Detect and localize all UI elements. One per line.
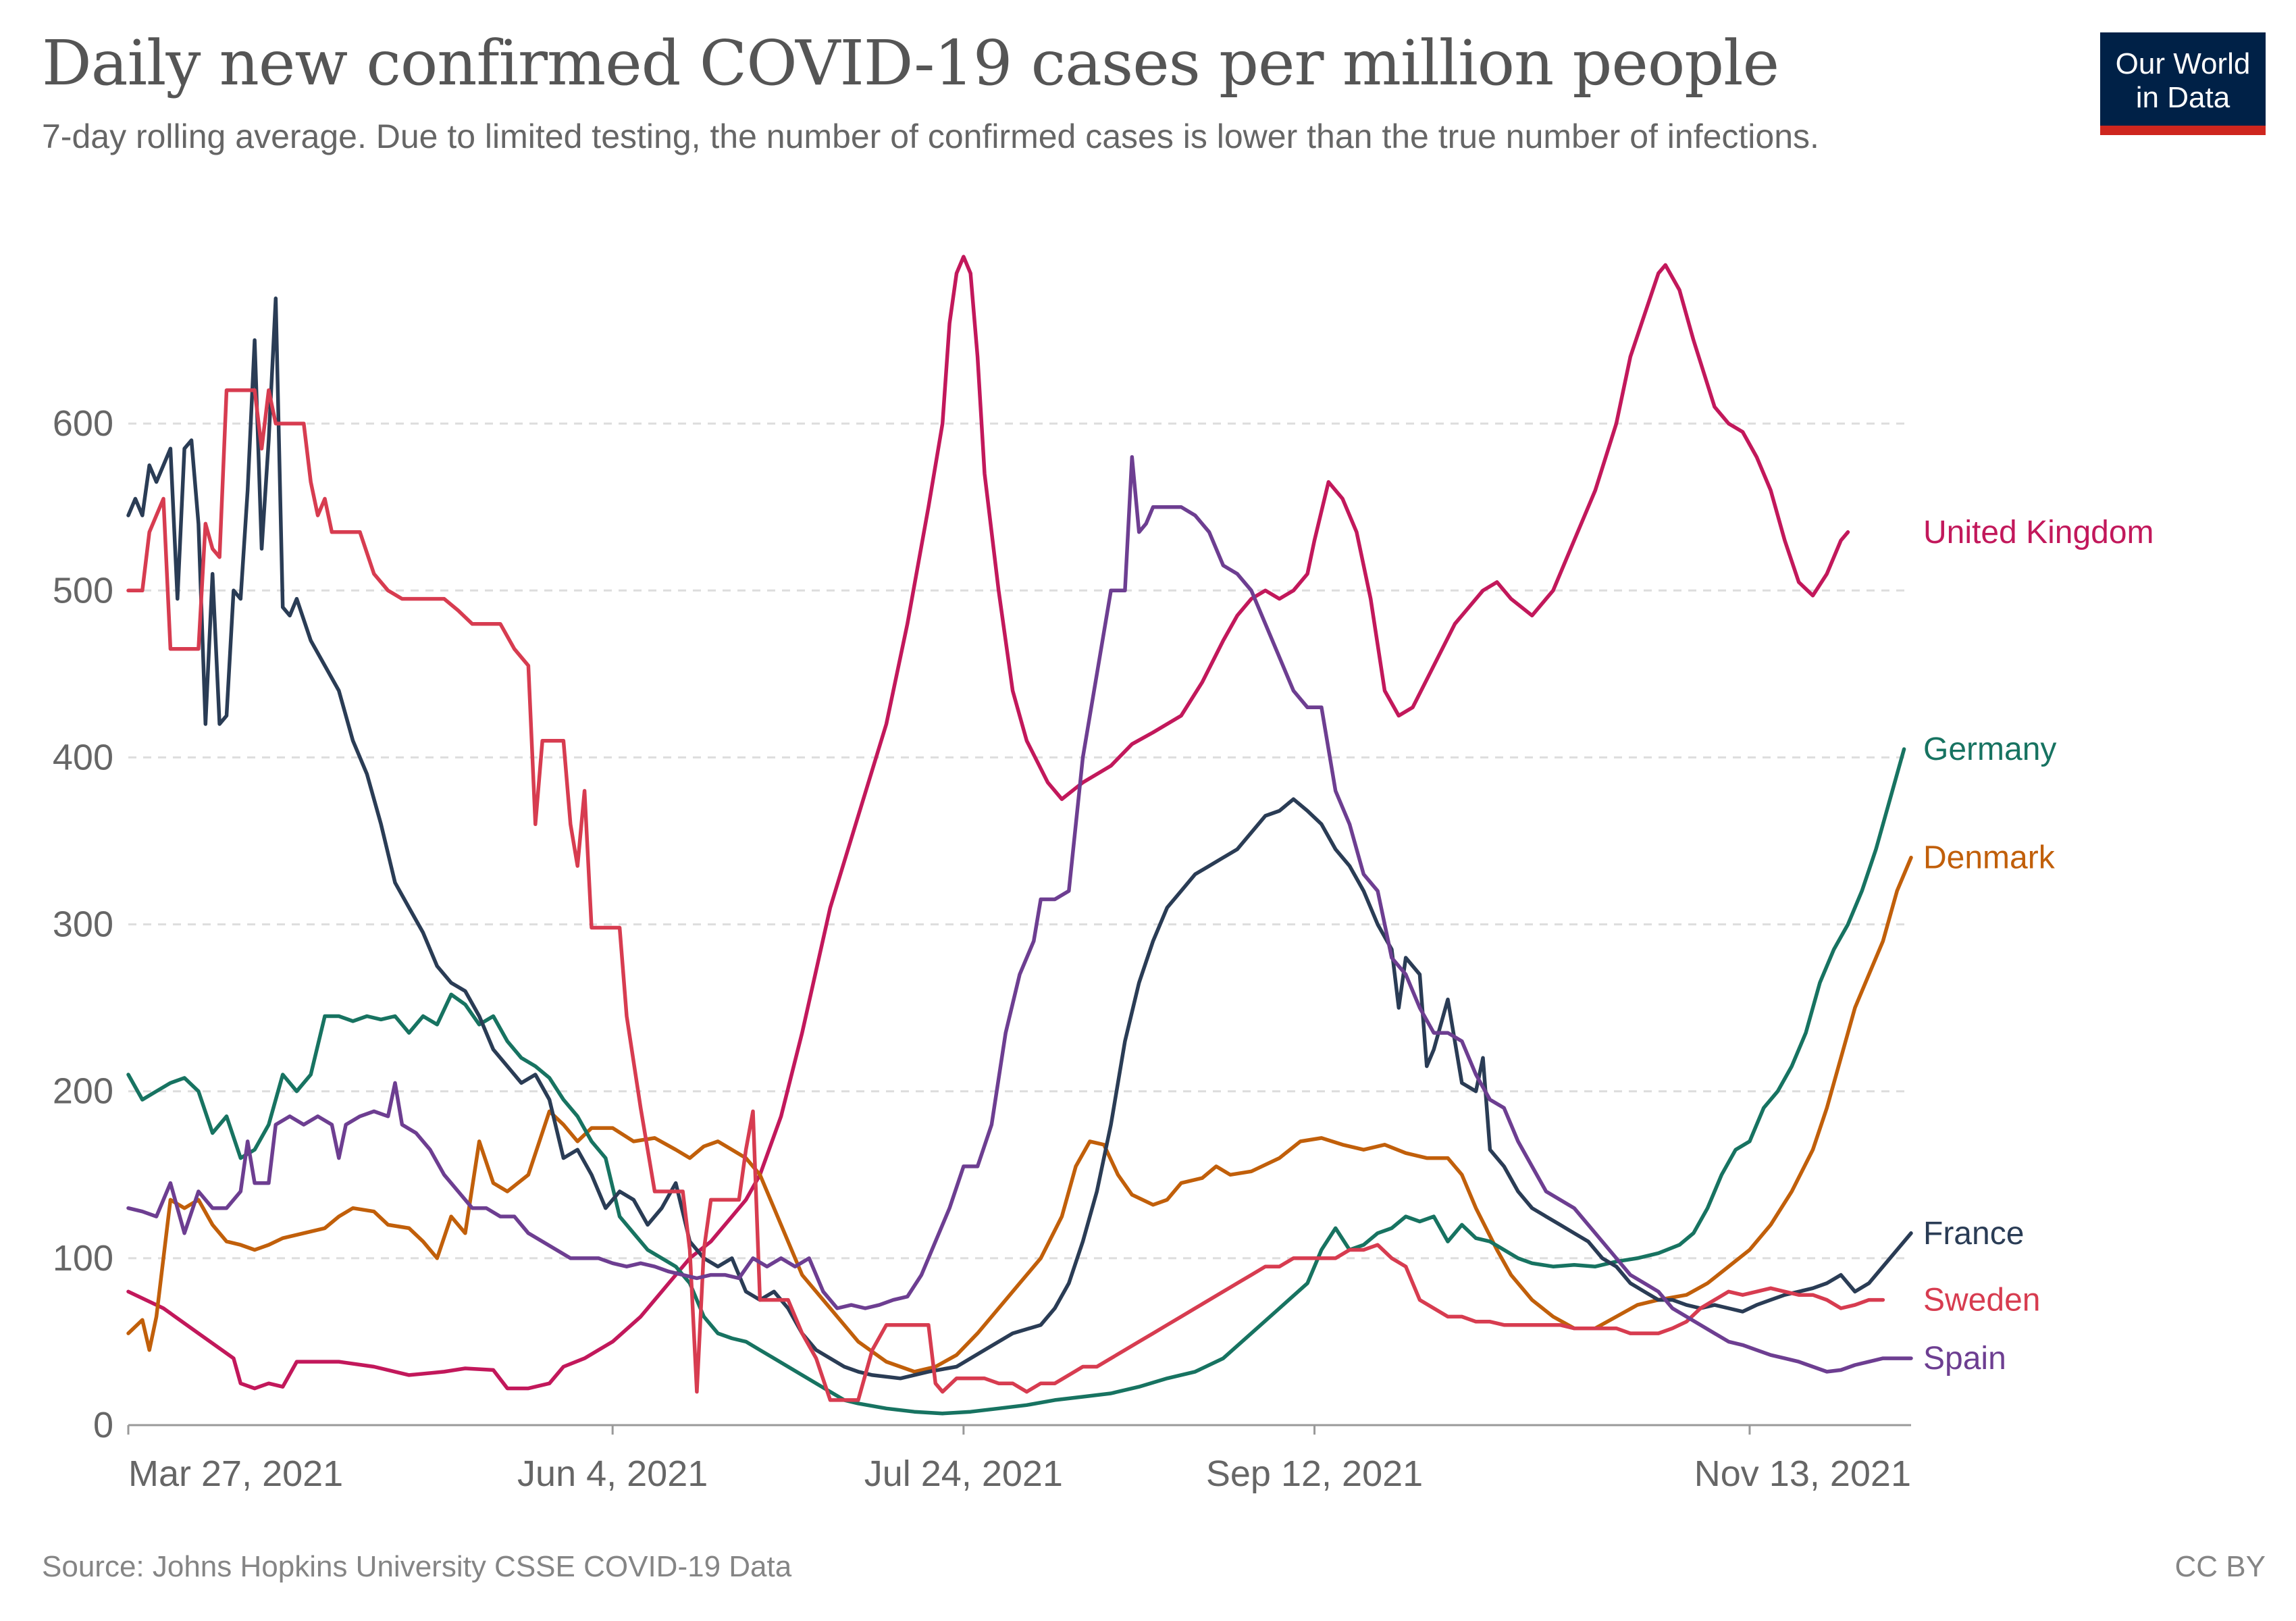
series-line-denmark[interactable]	[126, 855, 1913, 1374]
legend-label-spain[interactable]: Spain	[1923, 1341, 2006, 1376]
y-tick-label: 100	[53, 1238, 113, 1279]
legend-label-germany[interactable]: Germany	[1923, 731, 2056, 767]
series-line-sweden[interactable]	[126, 388, 1885, 1402]
y-tick-label: 200	[53, 1071, 113, 1112]
x-tick-label: Jun 4, 2021	[517, 1453, 708, 1494]
chart-title: Daily new confirmed COVID-19 cases per m…	[42, 27, 1779, 99]
gridlines	[128, 422, 1911, 1260]
series-line-spain[interactable]	[126, 455, 1913, 1374]
source-note[interactable]: Source: Johns Hopkins University CSSE CO…	[42, 1550, 792, 1583]
y-tick-label: 500	[53, 570, 113, 611]
x-axis: Mar 27, 2021 Jun 4, 2021 Jul 24, 2021 Sep 1…	[127, 1424, 1911, 1494]
license-link[interactable]: CC BY	[2174, 1550, 2266, 1583]
legend: United Kingdom Germany Denmark France Sweden…	[1923, 515, 2154, 1376]
chart-subtitle: 7-day rolling average. Due to limited te…	[42, 118, 1819, 155]
series-line-united-kingdom[interactable]	[126, 255, 1850, 1391]
x-tick-label: Jul 24, 2021	[864, 1453, 1063, 1494]
x-tick-label: Nov 13, 2021	[1694, 1453, 1911, 1494]
y-axis-ticks: 0 100 200 300 400 500 600	[53, 403, 113, 1445]
legend-label-denmark[interactable]: Denmark	[1923, 840, 2056, 876]
legend-label-france[interactable]: France	[1923, 1216, 2024, 1252]
legend-label-united-kingdom[interactable]: United Kingdom	[1923, 515, 2154, 550]
owid-logo[interactable]: Our World in Data	[2100, 32, 2266, 135]
y-tick-label: 400	[53, 737, 113, 777]
series-line-germany[interactable]	[126, 747, 1906, 1416]
series-lines	[126, 255, 1913, 1416]
series-line-france[interactable]	[126, 297, 1913, 1381]
logo-line-1: Our World	[2115, 47, 2251, 80]
y-tick-label: 0	[93, 1405, 113, 1445]
logo-line-2: in Data	[2135, 81, 2230, 114]
y-tick-label: 300	[53, 904, 113, 945]
x-tick-label: Sep 12, 2021	[1206, 1453, 1423, 1494]
y-tick-label: 600	[53, 403, 113, 444]
legend-label-sweden[interactable]: Sweden	[1923, 1283, 2040, 1318]
x-tick-label: Mar 27, 2021	[128, 1453, 343, 1494]
